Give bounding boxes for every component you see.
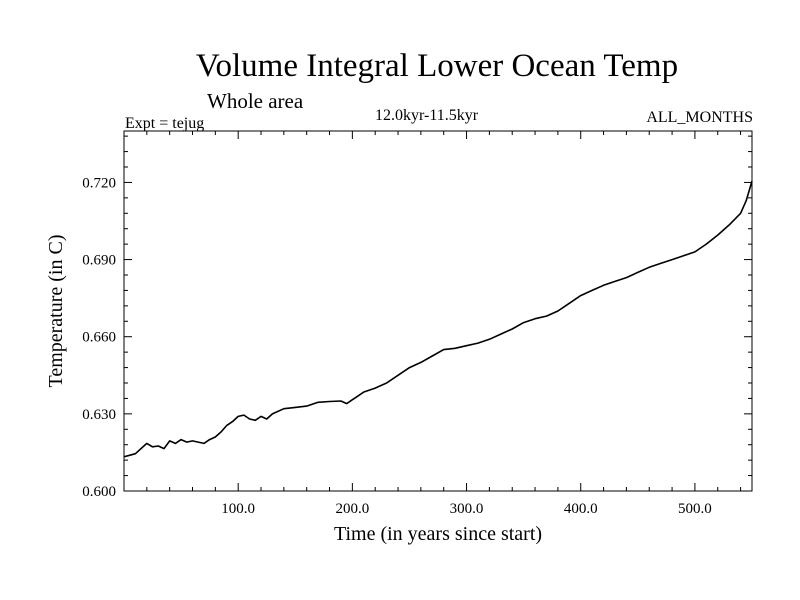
chart-subtitle: Whole area (207, 89, 304, 113)
x-tick-label: 400.0 (564, 501, 598, 517)
x-tick-label: 200.0 (335, 501, 369, 517)
axis-ticks (124, 131, 752, 492)
y-tick-labels: 0.600 0.630 0.660 0.690 0.720 (82, 175, 116, 500)
y-tick-label: 0.660 (82, 330, 116, 346)
y-axis-label: Temperature (in C) (45, 235, 67, 388)
y-tick-label: 0.720 (82, 175, 116, 191)
x-tick-label: 100.0 (221, 501, 255, 517)
experiment-label: Expt = tejug (125, 115, 205, 132)
x-tick-labels: 100.0 200.0 300.0 400.0 500.0 (221, 501, 711, 517)
y-tick-label: 0.600 (82, 484, 116, 500)
months-label: ALL_MONTHS (646, 109, 753, 126)
x-tick-label: 300.0 (450, 501, 484, 517)
x-axis-label: Time (in years since start) (334, 523, 542, 545)
x-tick-label: 500.0 (678, 501, 712, 517)
plot-frame (123, 130, 753, 492)
chart-title: Volume Integral Lower Ocean Temp (195, 48, 679, 84)
y-tick-label: 0.630 (82, 407, 116, 423)
y-tick-label: 0.690 (82, 253, 116, 269)
period-label: 12.0kyr-11.5kyr (375, 107, 479, 124)
temperature-series-line (123, 180, 753, 458)
